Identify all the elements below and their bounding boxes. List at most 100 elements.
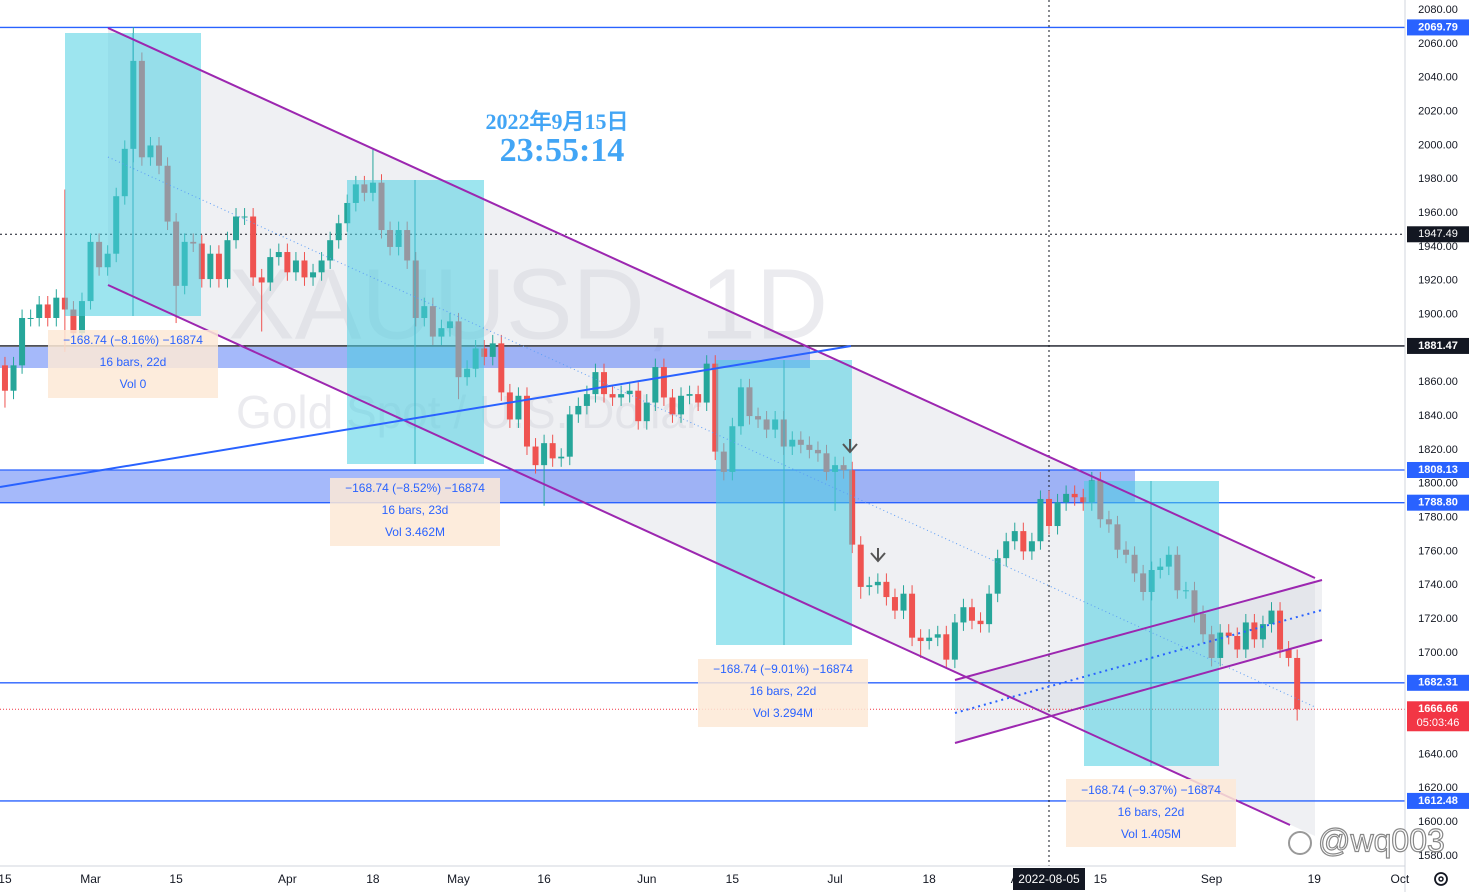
measure-change: −168.74 (−8.52%) −16874: [345, 481, 485, 495]
y-tick-label: 1840.00: [1418, 410, 1458, 422]
axis-labels: 1580.00 1600.00 1620.00 1640.00 1700.00 1720.…: [0, 4, 1469, 890]
y-tick-label: 2000.00: [1418, 139, 1458, 151]
candle-body: [498, 343, 505, 393]
y-tick-label: 1980.00: [1418, 173, 1458, 185]
y-tick-label: 2040.00: [1418, 72, 1458, 84]
candle-body: [951, 622, 958, 660]
candle-body: [900, 593, 907, 611]
candle-body: [541, 443, 548, 466]
y-tick-label: 1760.00: [1418, 545, 1458, 557]
candle-body: [1028, 541, 1035, 552]
candle-body: [1225, 632, 1232, 636]
candle-body: [292, 260, 299, 273]
measure-bars: 16 bars, 22d: [1118, 805, 1185, 819]
y-tick-label: 2060.00: [1418, 38, 1458, 50]
measure-bars: 16 bars, 22d: [100, 355, 167, 369]
candle-body: [566, 414, 573, 457]
x-tick-label: 16: [537, 872, 551, 886]
candle-body: [198, 243, 205, 280]
candle-body: [19, 317, 26, 366]
y-tick-label: 1780.00: [1418, 511, 1458, 523]
candle-body: [1037, 498, 1044, 542]
candle-body: [250, 216, 257, 278]
candle-body: [481, 348, 488, 357]
measure-bars: 16 bars, 23d: [382, 503, 449, 517]
y-tick-label: 1720.00: [1418, 613, 1458, 625]
y-tick-label: 1740.00: [1418, 579, 1458, 591]
measure-label-box: [698, 659, 868, 727]
x-tick-label: 15: [169, 872, 183, 886]
candle-body: [1251, 622, 1258, 640]
candle-body: [609, 394, 616, 398]
candle-body: [1, 365, 8, 391]
candle-body: [215, 253, 222, 280]
candle-body: [61, 297, 68, 310]
measure-change: −168.74 (−9.37%) −16874: [1081, 783, 1221, 797]
settings-icon[interactable]: [1434, 872, 1448, 886]
candle-body: [977, 620, 984, 625]
zone: [0, 470, 1135, 502]
candle-body: [1242, 622, 1249, 650]
candle-body: [1071, 493, 1078, 498]
candle-body: [583, 394, 590, 406]
price-label: 1682.31: [1418, 677, 1458, 689]
x-tick-label: 15: [1094, 872, 1108, 886]
candle-body: [712, 363, 719, 452]
y-tick-label: 2020.00: [1418, 106, 1458, 118]
candle-body: [909, 593, 916, 638]
x-tick-label: 18: [366, 872, 380, 886]
candle-body: [1268, 610, 1275, 625]
candle-body: [241, 216, 248, 218]
candle-body: [1234, 635, 1241, 650]
candle-body: [335, 223, 342, 241]
candle-body: [1294, 657, 1301, 710]
candle-body: [489, 343, 496, 357]
candle-body: [318, 260, 325, 273]
y-tick-label: 1620.00: [1418, 782, 1458, 794]
candle-body: [575, 405, 582, 415]
candle-body: [866, 585, 873, 587]
x-tick-label: May: [447, 872, 470, 886]
channel-line: [107, 27, 1316, 579]
candle-body: [960, 607, 967, 623]
x-tick-label: 15: [0, 872, 12, 886]
candle-body: [258, 277, 265, 283]
candle-body: [515, 395, 522, 420]
measure-bars: 16 bars, 22d: [750, 684, 817, 698]
candle-body: [695, 394, 702, 403]
measure-volume: Vol 3.462M: [385, 525, 445, 539]
candle-body: [703, 363, 710, 403]
y-tick-label: 1600.00: [1418, 816, 1458, 828]
candle-body: [943, 634, 950, 660]
candle-body: [601, 372, 608, 395]
candle-body: [301, 260, 308, 278]
candle-body: [532, 446, 539, 466]
y-tick-label: 1940.00: [1418, 241, 1458, 253]
candle-body: [267, 257, 274, 283]
candle-body: [207, 253, 214, 280]
footer: @wq003: [1288, 822, 1448, 886]
arrow: [870, 548, 886, 563]
x-tick-label: Oct: [1391, 872, 1410, 886]
price-label-box: [1407, 19, 1469, 36]
y-tick-label: 1640.00: [1418, 748, 1458, 760]
candle-body: [669, 397, 676, 415]
candle-body: [224, 240, 231, 280]
candle-body: [523, 395, 530, 447]
candle-body: [652, 367, 659, 403]
handle-icon: [1288, 831, 1312, 855]
candle-body: [968, 607, 975, 621]
candle-body: [1054, 502, 1061, 527]
y-tick-label: 1800.00: [1418, 478, 1458, 490]
candle-body: [1011, 531, 1018, 542]
candle-body: [275, 252, 282, 258]
x-tick-label: Sep: [1201, 872, 1223, 886]
measure-volume: Vol 1.405M: [1121, 827, 1181, 841]
candle-body: [284, 252, 291, 273]
price-label: 1612.48: [1418, 795, 1458, 807]
measure-label-box: [1066, 779, 1236, 847]
channel-line: [107, 284, 1291, 826]
y-tick-label: 1900.00: [1418, 309, 1458, 321]
price-label-box: [1407, 337, 1469, 354]
